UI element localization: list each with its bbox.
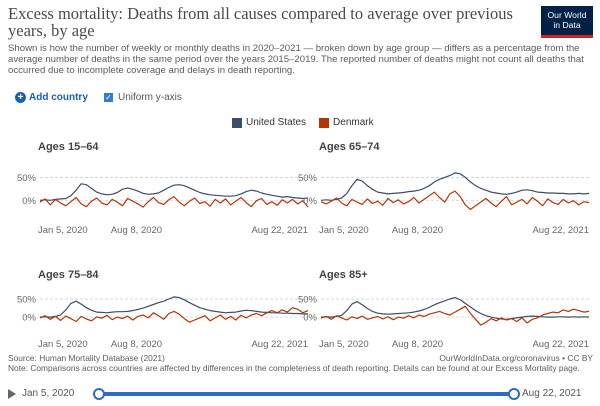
y-tick-label: 50% <box>298 295 318 306</box>
add-country-button[interactable]: + Add country <box>15 90 88 104</box>
panel-title: Ages 65–74 <box>319 141 380 153</box>
series-line-united-states <box>320 172 590 201</box>
x-tick-label: Aug 22, 2021 <box>251 339 308 350</box>
x-tick-label: Jan 5, 2020 <box>319 225 369 236</box>
x-tick-label: Aug 8, 2020 <box>392 225 443 236</box>
timeline-slider[interactable]: Jan 5, 2020 Aug 22, 2021 <box>8 386 593 402</box>
series-line-denmark <box>39 195 309 208</box>
add-country-label: Add country <box>29 91 88 103</box>
source-text: Source: Human Mortality Database (2021) <box>8 353 165 363</box>
series-line-united-states <box>320 297 590 320</box>
logo-line-1: Our World <box>547 10 587 20</box>
series-line-denmark <box>39 307 309 323</box>
timeline-start-label: Jan 5, 2020 <box>22 388 75 399</box>
panel-title: Ages 85+ <box>319 269 368 281</box>
panel-title: Ages 75–84 <box>38 269 99 281</box>
play-icon[interactable] <box>8 389 16 399</box>
note-text: Note: Comparisons across countries are a… <box>8 362 580 373</box>
legend: United States Denmark <box>232 117 387 128</box>
timeline-end-label: Aug 22, 2021 <box>522 388 582 399</box>
timeline-track[interactable] <box>98 392 514 396</box>
footer: Source: Human Mortality Database (2021) … <box>8 353 593 373</box>
uniform-y-axis-label: Uniform y-axis <box>118 91 182 103</box>
legend-item-united-states[interactable]: United States <box>232 117 306 128</box>
y-tick-label: 50% <box>17 295 37 306</box>
series-line-united-states <box>39 183 309 201</box>
panel-title: Ages 15–64 <box>38 141 99 153</box>
legend-label-us: United States <box>246 117 307 128</box>
timeline-end-handle[interactable] <box>508 388 520 400</box>
y-tick-label: 0% <box>22 313 36 324</box>
owid-logo[interactable]: Our World in Data <box>541 6 593 38</box>
y-tick-label: 0% <box>22 196 36 207</box>
series-line-denmark <box>320 190 590 211</box>
plus-icon: + <box>15 91 26 103</box>
x-tick-label: Aug 8, 2020 <box>392 339 443 350</box>
y-tick-label: 50% <box>298 173 318 184</box>
uniform-y-axis-toggle[interactable]: ✓ Uniform y-axis <box>104 90 182 104</box>
legend-swatch-us <box>232 117 242 128</box>
x-tick-label: Aug 22, 2021 <box>532 339 589 350</box>
series-line-united-states <box>39 296 308 318</box>
y-tick-label: 0% <box>303 313 317 324</box>
x-tick-label: Aug 8, 2020 <box>111 339 162 350</box>
chart-subtitle: Shown is how the number of weekly or mon… <box>8 43 584 77</box>
checkbox-checked-icon[interactable]: ✓ <box>104 92 113 102</box>
x-tick-label: Aug 8, 2020 <box>111 225 162 236</box>
chart-title: Excess mortality: Deaths from all causes… <box>8 4 513 40</box>
x-tick-label: Jan 5, 2020 <box>319 339 369 350</box>
legend-item-denmark[interactable]: Denmark <box>319 117 374 128</box>
site-url-link[interactable]: OurWorldInData.org/coronavirus • CC BY <box>439 353 593 363</box>
series-line-denmark <box>320 305 590 326</box>
small-multiples-chart: Ages 15–64 50% 0% Jan 5, 2020 Aug 8, 2020 Aug… <box>17 141 590 350</box>
x-tick-label: Jan 5, 2020 <box>38 339 88 350</box>
logo-line-2: in Data <box>553 19 581 30</box>
legend-label-dk: Denmark <box>333 117 374 128</box>
x-tick-label: Jan 5, 2020 <box>38 225 88 236</box>
y-tick-label: 50% <box>17 173 37 184</box>
legend-swatch-dk <box>319 117 330 128</box>
y-tick-label: 0% <box>303 196 317 207</box>
x-tick-label: Aug 22, 2021 <box>251 225 308 236</box>
timeline-start-handle[interactable] <box>93 388 105 400</box>
x-tick-label: Aug 22, 2021 <box>532 225 589 236</box>
